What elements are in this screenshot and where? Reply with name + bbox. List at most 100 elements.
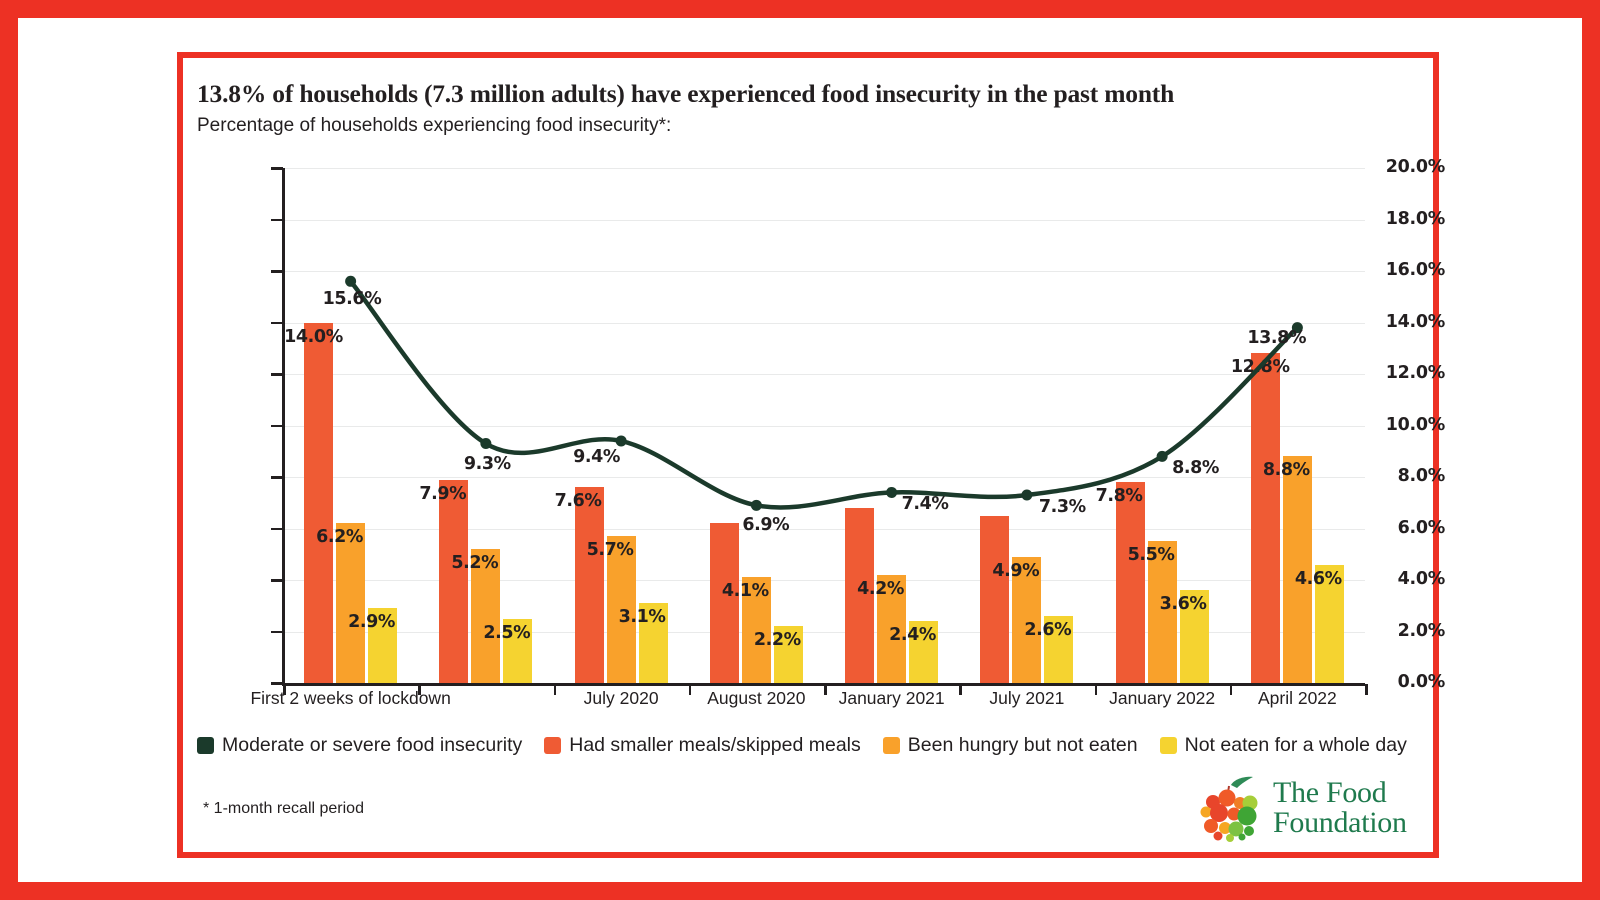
legend-swatch-icon [882,736,900,754]
y-tick-mark [271,218,283,221]
bar [741,577,771,683]
y-tick-mark [271,167,283,170]
bar [304,322,334,683]
y-tick-mark [271,630,283,633]
legend-swatch-icon [1159,736,1177,754]
footnote: * 1-month recall period [203,800,364,817]
gridline [283,271,1365,272]
apple-logo-icon [1200,776,1258,842]
bar-data-label: 5.2% [451,553,499,574]
bar-data-label: 2.9% [348,612,396,633]
gridline [283,322,1365,324]
bar [503,618,533,683]
bar-data-label: 3.1% [618,607,666,628]
gridline [283,168,1365,169]
bar-data-label: 8.8% [1262,460,1310,481]
bar-data-label: 2.6% [1024,620,1072,641]
y-tick-mark [271,321,283,324]
y-tick-mark [271,682,283,685]
y-tick-label: 20.0% [1385,157,1446,177]
legend-item[interactable]: Been hungry but not eaten [882,734,1138,757]
line-data-label: 7.3% [1038,497,1086,518]
x-tick-mark [959,684,962,695]
bar-data-label: 4.6% [1294,568,1342,589]
logo-line-2: Foundation [1273,806,1407,839]
bar [606,536,636,683]
x-tick-mark [553,684,556,695]
y-axis-line [282,168,285,684]
bar-data-label: 3.6% [1159,594,1207,615]
legend-label: Had smaller meals/skipped meals [569,733,861,756]
x-tick-mark [418,684,421,695]
legend-item[interactable]: Moderate or severe food insecurity [197,734,522,757]
page-title: 13.8% of households (7.3 million adults)… [197,79,1175,108]
legend-item[interactable]: Had smaller meals/skipped meals [544,734,861,757]
bar [1012,556,1042,683]
bar-data-label: 4.1% [721,581,769,602]
y-tick-mark [271,270,283,273]
bar-data-label: 12.8% [1230,357,1290,378]
bar [336,523,366,683]
line-data-label: 7.4% [901,494,949,515]
line-data-label: 13.8% [1247,327,1307,348]
bar [845,507,875,683]
y-tick-label: 4.0% [1397,569,1446,589]
gridline [283,631,1365,633]
legend-item[interactable]: Not eaten for a whole day [1159,734,1407,757]
y-tick-label: 18.0% [1385,208,1446,229]
y-tick-mark [271,476,283,479]
bar-data-label: 7.9% [419,483,467,504]
y-tick-mark [271,424,283,427]
bar-data-label: 7.8% [1095,486,1143,507]
gridline [283,580,1365,581]
legend-label: Moderate or severe food insecurity [222,733,523,756]
logo: The Food Foundation [1195,776,1425,848]
bar [638,603,668,683]
bar [877,574,907,683]
y-tick-label: 8.0% [1397,466,1446,486]
chart-card: 13.8% of households (7.3 million adults)… [177,52,1445,858]
bar [709,523,739,683]
line-marker [615,435,627,447]
line-path [348,279,1300,510]
legend-swatch-icon [544,736,562,754]
x-tick-mark [1094,684,1097,695]
bar-data-label: 4.2% [857,578,905,599]
line-data-label: 9.4% [573,446,621,467]
bar [1147,541,1177,683]
bar-data-label: 2.4% [889,625,937,646]
x-tick-mark [688,684,692,695]
line-data-label: 9.3% [463,453,511,474]
y-tick-label: 6.0% [1397,517,1446,538]
bar-data-label: 5.5% [1127,545,1175,566]
x-tick-label: April 2022 [1257,688,1337,708]
x-tick-mark [824,684,827,695]
y-tick-label: 14.0% [1385,311,1446,332]
bar-data-label: 4.9% [992,560,1040,581]
bar [368,608,398,683]
logo-wordmark: The Food Foundation [1273,778,1407,838]
x-tick-label: First 2 weeks of lockdown [250,688,451,708]
bar [1115,482,1145,683]
bar [909,621,939,683]
bar [439,479,469,683]
bar-data-label: 14.0% [284,326,343,347]
gridline [283,425,1365,427]
x-tick-mark [283,684,286,695]
y-tick-label: 2.0% [1397,620,1446,641]
y-tick-mark [271,373,283,376]
line-marker [1021,489,1033,501]
bar-data-label: 6.2% [316,527,364,548]
bar [1250,353,1280,683]
y-tick-label: 16.0% [1385,260,1446,280]
logo-line-1: The Food [1273,776,1387,809]
y-tick-label: 10.0% [1385,414,1446,435]
line-marker [480,438,492,450]
bar [1314,564,1344,683]
line-marker [750,499,762,511]
bar-data-label: 2.5% [483,622,531,643]
line-marker [1156,450,1168,462]
y-tick-mark [271,579,283,582]
bar-data-label: 2.2% [753,630,801,651]
